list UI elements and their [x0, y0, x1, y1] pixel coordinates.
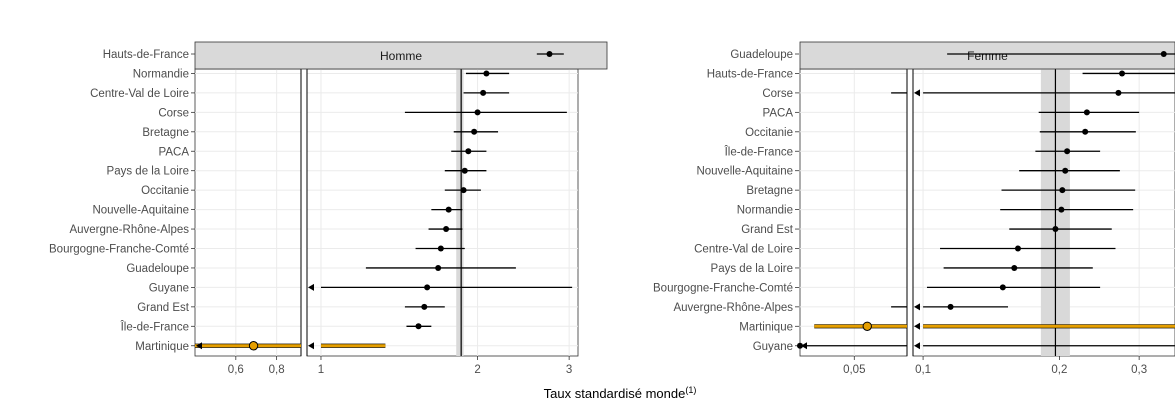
category-label-ile-de-france: Île-de-France — [724, 145, 793, 158]
category-label-occitanie: Occitanie — [745, 127, 793, 139]
ci-arrow-left — [801, 342, 807, 350]
point-hauts-de-france — [1119, 70, 1126, 77]
point-guadeloupe — [1160, 51, 1167, 57]
x-tick-label: 3 — [566, 364, 572, 376]
x-tick-label: 0,1 — [915, 364, 931, 376]
category-label-grand-est: Grand Est — [741, 224, 794, 236]
category-label-centre-val-de-loire: Centre-Val de Loire — [90, 88, 189, 100]
category-label-nouvelle-aquitaine: Nouvelle-Aquitaine — [696, 166, 793, 178]
panel-title: Femme — [967, 49, 1008, 63]
panel-homme: Homme Hauts-de-France Normandie Centre-Val … — [49, 41, 608, 376]
x-tick-label: 1 — [318, 364, 324, 376]
category-label-guyane: Guyane — [753, 341, 793, 353]
point-bourgogne-franche-comte — [999, 284, 1006, 291]
ci-arrow-left — [196, 342, 202, 350]
point-normandie — [1058, 206, 1065, 213]
point-ile-de-france — [1064, 148, 1071, 155]
point-nouvelle-aquitaine — [1062, 167, 1069, 174]
category-label-paca: PACA — [763, 107, 794, 119]
x-tick-label: 0,8 — [269, 364, 285, 376]
category-label-pays-de-la-loire: Pays de la Loire — [711, 263, 793, 275]
category-label-nouvelle-aquitaine: Nouvelle-Aquitaine — [92, 205, 189, 217]
point-pays-de-la-loire — [461, 167, 468, 174]
category-label-bourgogne-franche-comte: Bourgogne-Franche-Comté — [653, 282, 793, 294]
point-bretagne — [1059, 187, 1066, 194]
category-label-normandie: Normandie — [737, 205, 793, 217]
ci-arrow-left — [308, 283, 314, 291]
x-tick-label: 0,2 — [1051, 364, 1067, 376]
point-auvergne-rhone-alpes — [947, 303, 954, 310]
point-guyane — [424, 284, 431, 291]
x-tick-label: 0,05 — [843, 364, 865, 376]
left-subpanel — [194, 68, 302, 357]
category-label-bourgogne-franche-comte: Bourgogne-Franche-Comté — [49, 244, 189, 256]
category-label-normandie: Normandie — [133, 68, 189, 80]
category-label-bretagne: Bretagne — [746, 185, 793, 197]
point-occitanie — [460, 187, 467, 194]
point-normandie — [483, 70, 490, 77]
reference-band — [456, 69, 464, 356]
x-tick-label: 0,6 — [228, 364, 244, 376]
point-corse — [474, 109, 481, 116]
point-centre-val-de-loire — [480, 89, 487, 96]
point-martinique — [862, 321, 872, 331]
x-tick-label: 2 — [474, 364, 480, 376]
left-subpanel — [799, 68, 908, 357]
point-guyane — [797, 342, 803, 349]
ci-arrow-left — [914, 342, 920, 350]
x-axis-title-superscript: (1) — [685, 385, 696, 395]
point-hauts-de-france — [546, 51, 553, 57]
category-label-paca: PACA — [159, 146, 190, 158]
panel-strip — [799, 41, 1175, 70]
category-label-grand-est: Grand Est — [137, 302, 190, 314]
x-tick-label: 0,3 — [1131, 364, 1147, 376]
category-label-guadeloupe: Guadeloupe — [730, 49, 793, 61]
point-paca — [465, 148, 472, 155]
ci-arrow-left — [914, 89, 920, 97]
category-label-auvergne-rhone-alpes: Auvergne-Rhône-Alpes — [69, 224, 189, 236]
category-label-bretagne: Bretagne — [142, 127, 189, 139]
point-centre-val-de-loire — [1014, 245, 1021, 252]
point-pays-de-la-loire — [1011, 264, 1018, 271]
category-label-corse: Corse — [158, 107, 189, 119]
ci-arrow-left — [914, 303, 920, 311]
ci-arrow-left — [308, 342, 314, 350]
x-axis-title: Taux standardisé monde(1) — [544, 385, 697, 401]
point-occitanie — [1082, 128, 1089, 135]
point-auvergne-rhone-alpes — [443, 226, 450, 233]
ci-arrow-left — [914, 322, 920, 330]
category-label-guyane: Guyane — [149, 282, 189, 294]
panel-femme: Femme Guadeloupe Hauts-de-France Corse PACA O… — [653, 41, 1175, 376]
point-nouvelle-aquitaine — [445, 206, 452, 213]
x-axis-title-main: Taux standardisé monde — [544, 386, 686, 401]
right-subpanel — [306, 68, 579, 357]
category-label-martinique: Martinique — [739, 321, 793, 333]
category-label-guadeloupe: Guadeloupe — [126, 263, 189, 275]
category-label-centre-val-de-loire: Centre-Val de Loire — [694, 244, 793, 256]
point-martinique — [248, 341, 259, 351]
category-label-ile-de-france: Île-de-France — [120, 320, 189, 333]
point-ile-de-france — [415, 323, 422, 330]
point-bourgogne-franche-comte — [437, 245, 444, 252]
panel-title: Homme — [380, 49, 422, 63]
point-grand-est — [421, 303, 428, 310]
category-label-hauts-de-france: Hauts-de-France — [707, 68, 793, 80]
category-label-corse: Corse — [762, 88, 793, 100]
category-label-martinique: Martinique — [135, 341, 189, 353]
point-bretagne — [471, 128, 478, 135]
point-guadeloupe — [435, 264, 442, 271]
point-paca — [1083, 109, 1090, 116]
category-label-pays-de-la-loire: Pays de la Loire — [107, 166, 189, 178]
point-grand-est — [1052, 226, 1059, 233]
panel-strip — [194, 41, 608, 70]
category-label-hauts-de-france: Hauts-de-France — [103, 49, 189, 61]
category-label-occitanie: Occitanie — [141, 185, 189, 197]
category-label-auvergne-rhone-alpes: Auvergne-Rhône-Alpes — [673, 302, 793, 314]
point-corse — [1115, 89, 1122, 96]
